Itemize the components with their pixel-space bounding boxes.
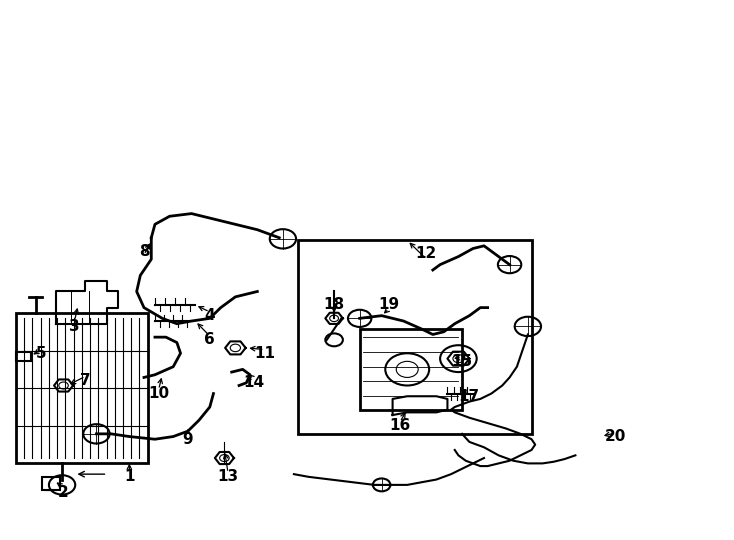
Text: 10: 10 xyxy=(148,386,169,401)
Text: 8: 8 xyxy=(139,244,149,259)
Text: 17: 17 xyxy=(459,389,480,404)
Text: 5: 5 xyxy=(36,346,47,361)
Text: 4: 4 xyxy=(205,308,215,323)
Text: 9: 9 xyxy=(183,431,193,447)
Text: 6: 6 xyxy=(204,332,215,347)
Text: 11: 11 xyxy=(254,346,275,361)
Text: 16: 16 xyxy=(389,418,410,433)
Text: 12: 12 xyxy=(415,246,436,261)
Text: 2: 2 xyxy=(58,485,69,501)
Text: 19: 19 xyxy=(378,298,399,313)
Text: 20: 20 xyxy=(605,429,626,444)
Text: 3: 3 xyxy=(69,319,80,334)
Bar xyxy=(42,477,60,490)
Text: 7: 7 xyxy=(80,373,91,388)
Text: 13: 13 xyxy=(217,469,239,484)
Bar xyxy=(360,329,462,410)
Text: 1: 1 xyxy=(124,469,134,484)
Bar xyxy=(16,352,31,361)
Text: 18: 18 xyxy=(324,298,345,313)
Text: 14: 14 xyxy=(243,375,264,390)
Bar xyxy=(16,313,148,463)
Text: 15: 15 xyxy=(451,354,473,369)
Bar xyxy=(297,240,531,434)
